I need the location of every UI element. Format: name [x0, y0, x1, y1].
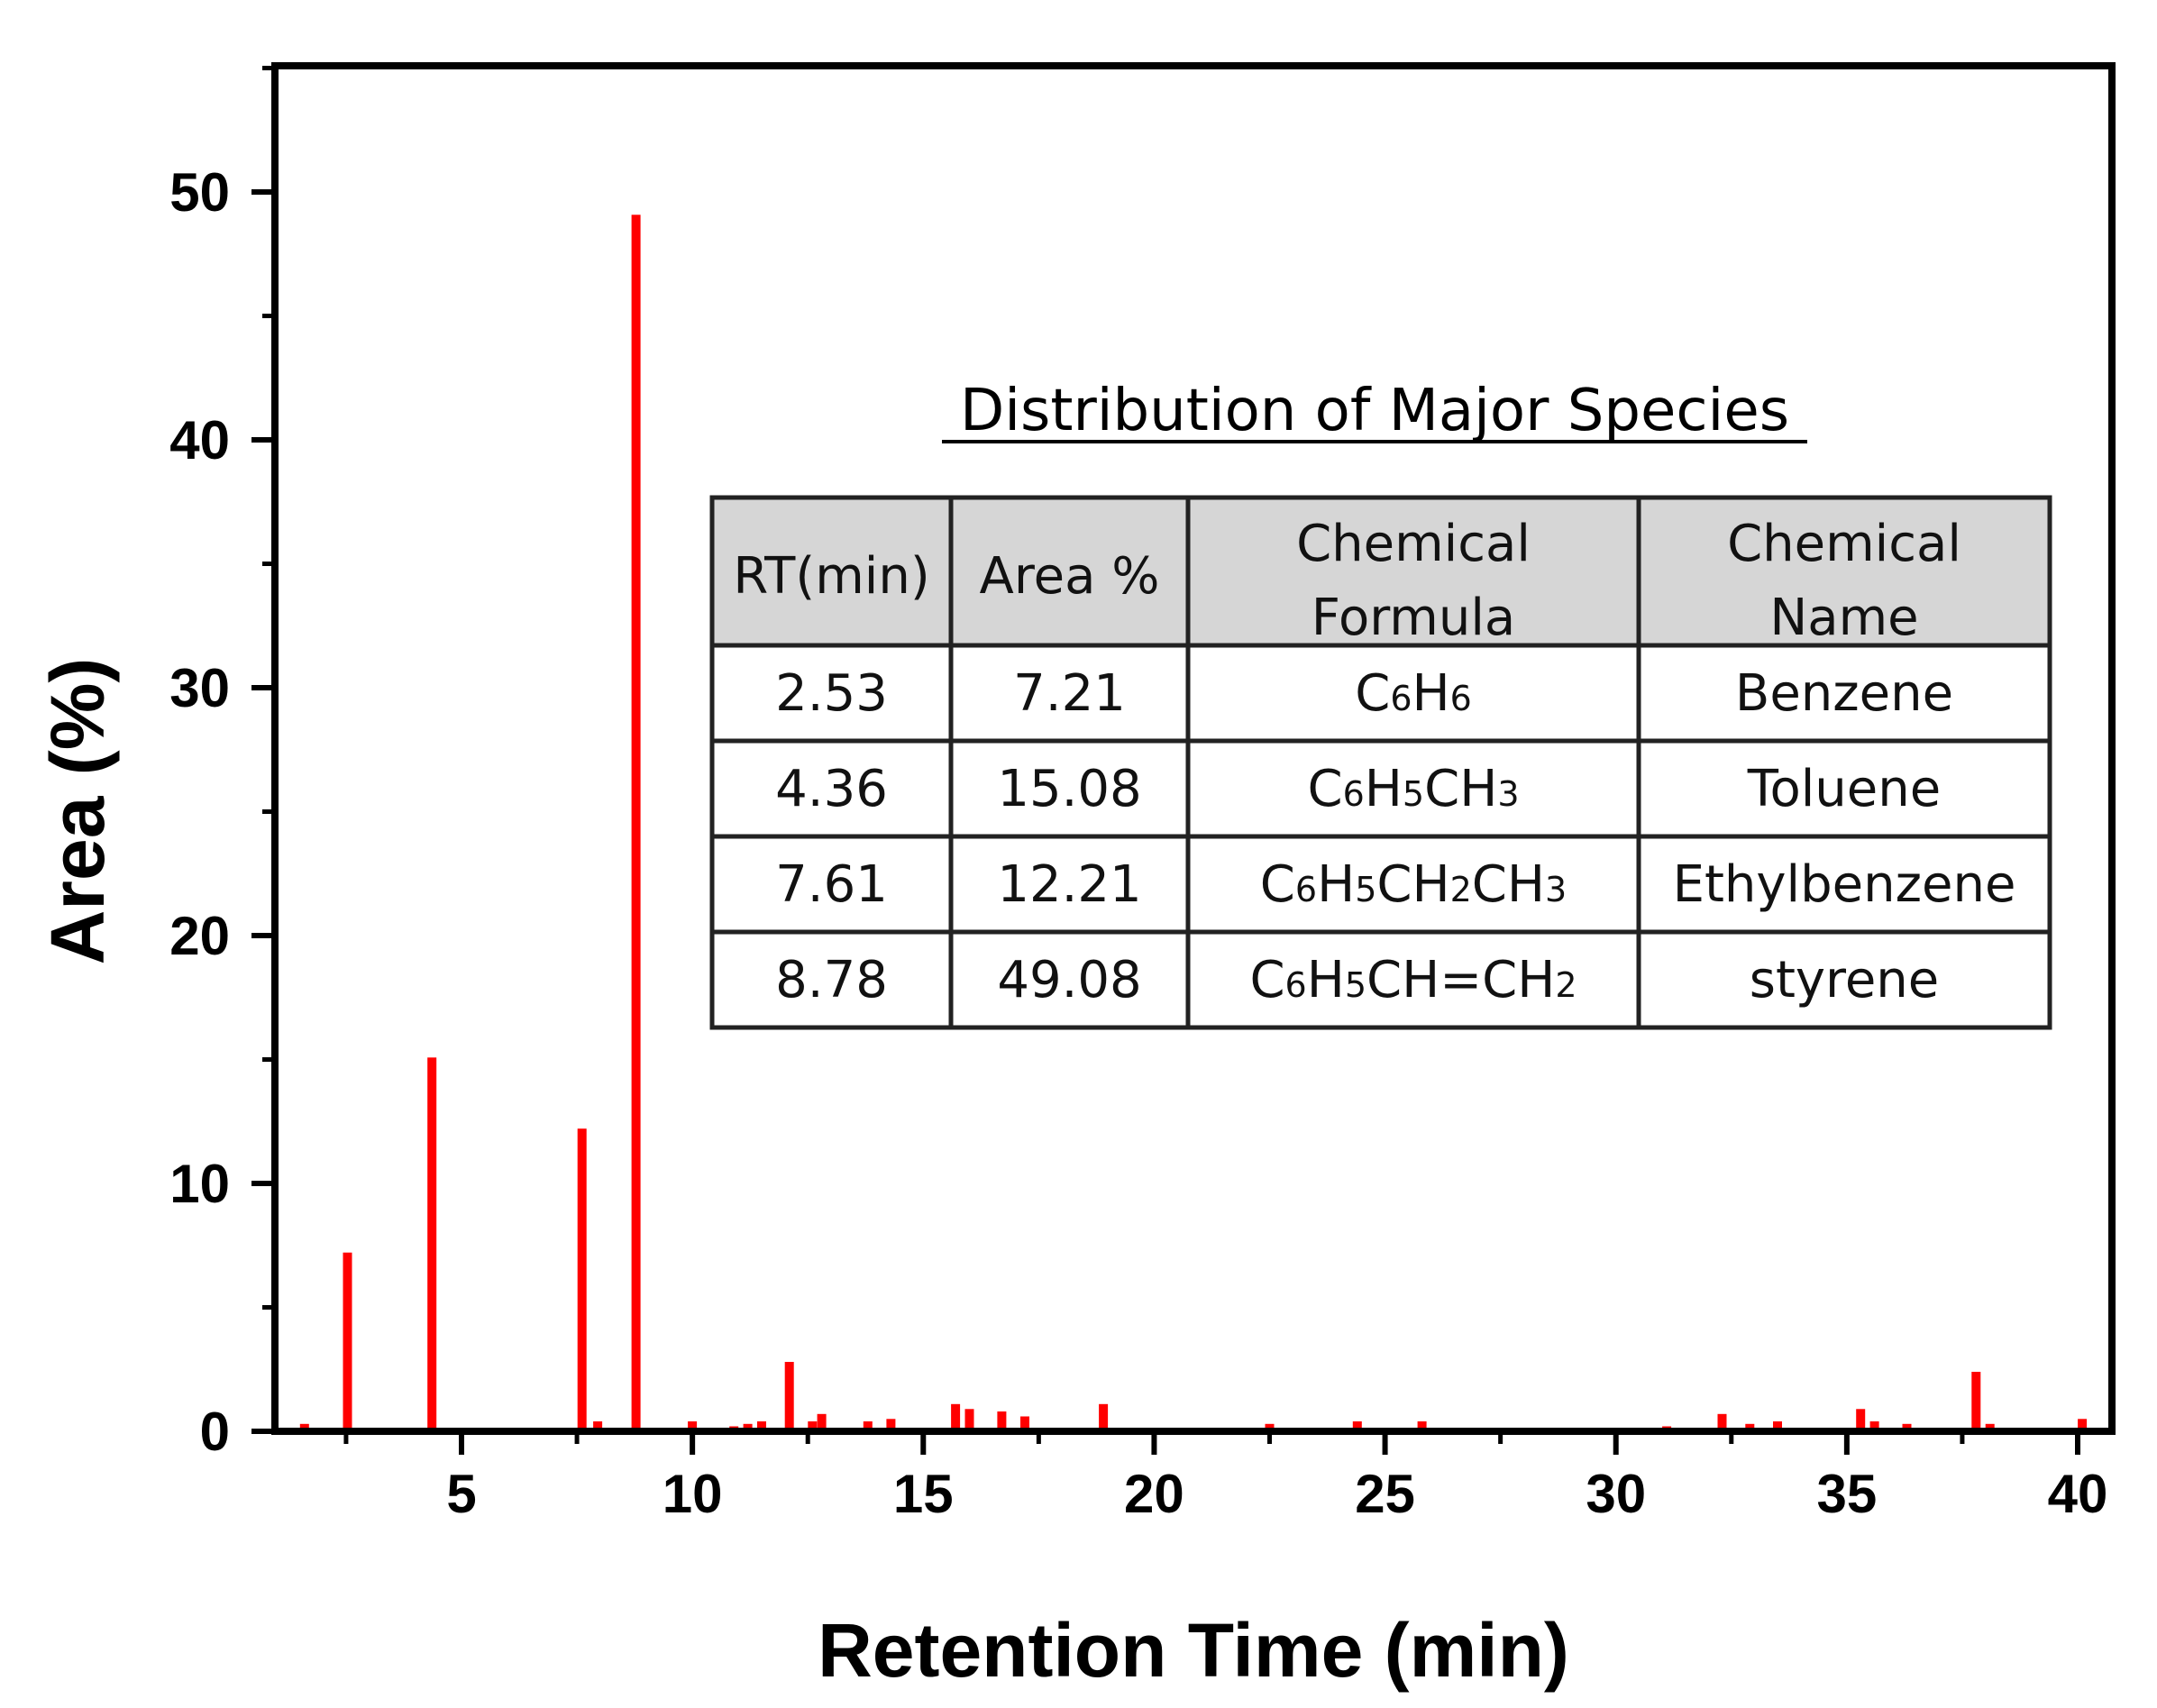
- table-cell-formula: C6H6: [1355, 664, 1472, 723]
- table-grid: [709, 495, 2052, 1030]
- peak-bar: [593, 1421, 603, 1431]
- peak-bar: [757, 1421, 766, 1431]
- table-cells: RT(min) Area % Chemical Formula Chemical Name…: [733, 515, 2015, 1009]
- peak-bar: [951, 1403, 961, 1432]
- x-axis-title: Retention Time (min): [818, 1608, 1569, 1693]
- y-tick-label: 10: [169, 1154, 230, 1214]
- table-cell-rt: 2.53: [775, 664, 888, 723]
- y-tick-label: 40: [169, 410, 230, 470]
- peak-bar: [997, 1411, 1007, 1431]
- x-tick-label: 5: [446, 1464, 476, 1524]
- peak-bar: [1971, 1372, 1981, 1431]
- y-tick-label: 0: [200, 1402, 230, 1462]
- plot-frame: [271, 62, 2116, 1435]
- peak-bar: [1265, 1423, 1275, 1432]
- x-tick-label: 15: [893, 1464, 954, 1524]
- peak-bar: [343, 1252, 352, 1431]
- peak-bar: [808, 1421, 818, 1431]
- table-cell-name: Benzene: [1735, 664, 1953, 723]
- table-cell-name: styrene: [1750, 951, 1939, 1009]
- table-header-cell: Chemical: [1727, 515, 1961, 573]
- inset-table-title: Distribution of Major Species: [960, 378, 1789, 444]
- peak-bar: [1717, 1413, 1727, 1432]
- table-header-background: [712, 498, 2050, 645]
- x-tick-label: 40: [2048, 1464, 2108, 1524]
- table-cell-rt: 4.36: [775, 760, 888, 818]
- peak-bar: [817, 1413, 827, 1432]
- y-tick-label: 50: [169, 162, 230, 223]
- peak-bar: [1020, 1416, 1029, 1431]
- peak-bar: [886, 1419, 896, 1432]
- x-tick-label: 35: [1816, 1464, 1877, 1524]
- peak-bar: [299, 1423, 309, 1432]
- table-cell-area: 49.08: [997, 951, 1141, 1009]
- peak-bar: [784, 1362, 794, 1431]
- inset-table: Distribution of Major Species RT(min) Are…: [709, 378, 2052, 1030]
- x-tick-label: 25: [1355, 1464, 1415, 1524]
- table-border: [709, 495, 2052, 1030]
- peak-bar: [1773, 1421, 1782, 1431]
- peak-bar: [427, 1057, 437, 1431]
- x-tick-label: 30: [1586, 1464, 1646, 1524]
- peak-bar: [631, 215, 641, 1431]
- table-header-cell: Chemical: [1296, 515, 1531, 573]
- table-cell-formula: C6H5CH2CH3: [1260, 855, 1567, 914]
- bar-series: [299, 215, 2088, 1432]
- peak-bar: [577, 1128, 587, 1431]
- table-header-cell: Formula: [1312, 589, 1515, 647]
- peak-bar: [688, 1421, 698, 1431]
- table-header-cell: RT(min): [733, 547, 929, 606]
- peak-bar: [964, 1409, 974, 1432]
- peak-bar: [1745, 1423, 1755, 1432]
- table-cell-area: 7.21: [1013, 664, 1126, 723]
- peak-bar: [1856, 1409, 1866, 1432]
- table-cell-rt: 8.78: [775, 951, 888, 1009]
- peak-bar: [1352, 1421, 1362, 1431]
- peak-bar: [1099, 1403, 1109, 1432]
- peak-bar: [863, 1421, 873, 1431]
- x-axis: 5 10 15 20 25 30 35 40: [343, 1431, 2108, 1524]
- table-cell-name: Ethylbenzene: [1673, 855, 2016, 914]
- table-header-cell: Name: [1769, 589, 1918, 647]
- y-tick-label: 20: [169, 906, 230, 966]
- table-cell-formula: C6H5CH3: [1308, 760, 1520, 818]
- peak-bar: [1869, 1421, 1879, 1431]
- table-cell-area: 15.08: [997, 760, 1141, 818]
- peak-bar: [2078, 1419, 2088, 1432]
- x-tick-label: 10: [663, 1464, 723, 1524]
- x-tick-label: 20: [1124, 1464, 1184, 1524]
- y-tick-label: 30: [169, 658, 230, 718]
- y-axis: 0 10 20 30 40 50: [169, 66, 275, 1462]
- table-cell-formula: C6H5CH=CH2: [1249, 951, 1577, 1009]
- table-header-cell: Area %: [980, 547, 1160, 606]
- table-cell-rt: 7.61: [775, 855, 888, 914]
- table-cell-area: 12.21: [997, 855, 1141, 914]
- peak-bar: [743, 1423, 753, 1432]
- y-axis-title: Area (%): [35, 658, 120, 965]
- peak-bar: [1417, 1421, 1427, 1431]
- table-cell-name: Toluene: [1747, 760, 1941, 818]
- peak-bar: [1985, 1423, 1995, 1432]
- peak-bar: [1902, 1423, 1912, 1432]
